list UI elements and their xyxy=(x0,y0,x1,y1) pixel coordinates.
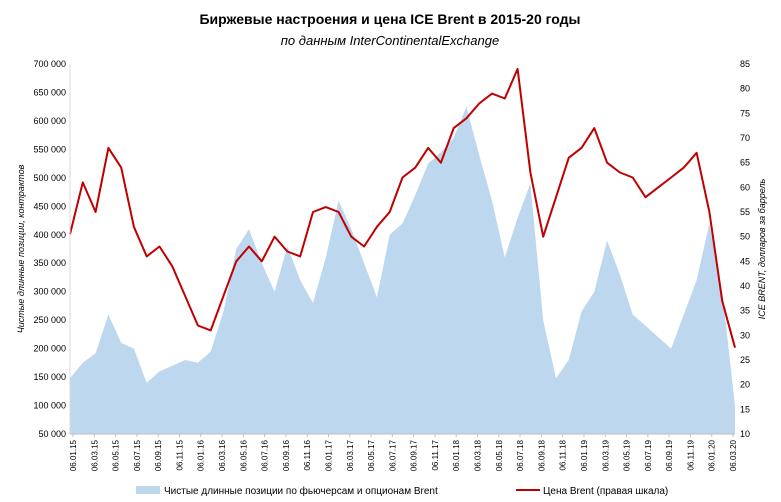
y-axis-left: 700 000 650 000 600 000 550 000 500 000 450 0… xyxy=(33,59,66,439)
x-tick-label: 06.05.16 xyxy=(239,439,248,471)
y-left-tick-label: 200 000 xyxy=(33,344,66,354)
legend-label-line: Цена Brent (правая шкала) xyxy=(543,486,668,497)
net-long-positions-area xyxy=(70,106,735,434)
x-tick-label: 06.01.17 xyxy=(324,439,333,471)
y-right-tick-label: 70 xyxy=(740,133,750,143)
legend-label-area: Чистые длинные позиции по фьючерсам и оп… xyxy=(164,485,438,497)
y-right-tick-label: 55 xyxy=(740,207,750,217)
x-tick-label: 06.03.15 xyxy=(90,439,99,471)
plot-area xyxy=(69,64,736,435)
y-axis-left-title: Чистые длинные позиции, контрактов xyxy=(16,164,26,333)
x-tick-label: 06.07.18 xyxy=(516,439,525,471)
y-left-tick-label: 100 000 xyxy=(33,401,66,411)
y-left-tick-label: 450 000 xyxy=(33,201,66,211)
y-right-tick-label: 25 xyxy=(740,355,750,365)
y-right-tick-label: 80 xyxy=(740,84,750,94)
y-right-tick-label: 75 xyxy=(740,108,750,118)
x-tick-label: 06.09.18 xyxy=(537,439,546,471)
x-tick-label: 06.03.20 xyxy=(729,439,738,471)
x-tick-label: 06.11.18 xyxy=(559,439,568,470)
x-tick-label: 06.11.15 xyxy=(175,439,184,470)
x-tick-label: 06.07.15 xyxy=(133,439,142,471)
y-left-tick-label: 350 000 xyxy=(33,258,66,268)
x-tick-label: 06.07.17 xyxy=(388,439,397,471)
y-left-tick-label: 400 000 xyxy=(33,230,66,240)
x-tick-label: 06.05.17 xyxy=(367,439,376,471)
line-layer xyxy=(69,67,736,348)
y-axis-right: 85 80 75 70 65 60 55 50 45 40 35 30 25 20 15 10 xyxy=(740,59,750,439)
y-right-tick-label: 30 xyxy=(740,330,750,340)
brent-price-line xyxy=(69,67,736,348)
y-right-tick-label: 50 xyxy=(740,232,750,242)
y-left-tick-label: 700 000 xyxy=(33,59,66,69)
x-tick-label: 06.03.19 xyxy=(601,439,610,471)
x-tick-label: 06.11.16 xyxy=(303,439,312,470)
y-left-tick-label: 250 000 xyxy=(33,315,66,325)
x-tick-label: 06.03.16 xyxy=(218,439,227,471)
x-tick-label: 06.09.19 xyxy=(665,439,674,471)
x-tick-label: 06.01.16 xyxy=(197,439,206,471)
x-tick-label: 06.01.20 xyxy=(708,439,717,471)
x-tick-label: 06.07.19 xyxy=(644,439,653,471)
y-left-tick-label: 500 000 xyxy=(33,173,66,183)
y-right-tick-label: 35 xyxy=(740,306,750,316)
y-left-tick-label: 150 000 xyxy=(33,372,66,382)
chart-subtitle: по данным InterContinentalExchange xyxy=(281,33,499,48)
y-right-tick-label: 45 xyxy=(740,256,750,266)
x-tick-label: 06.09.16 xyxy=(282,439,291,471)
x-tick-label: 06.05.18 xyxy=(495,439,504,471)
y-left-tick-label: 600 000 xyxy=(33,116,66,126)
x-tick-label: 06.03.18 xyxy=(474,439,483,471)
y-right-tick-label: 15 xyxy=(740,404,750,414)
x-tick-label: 06.09.17 xyxy=(410,439,419,471)
x-tick-label: 06.05.15 xyxy=(112,439,121,471)
legend: Чистые длинные позиции по фьючерсам и оп… xyxy=(136,485,668,497)
y-right-tick-label: 40 xyxy=(740,281,750,291)
y-left-tick-label: 650 000 xyxy=(33,87,66,97)
x-tick-label: 06.03.17 xyxy=(346,439,355,471)
x-tick-label: 06.09.15 xyxy=(154,439,163,471)
x-tick-label: 06.11.17 xyxy=(431,439,440,470)
chart-title: Биржевые настроения и цена ICE Brent в 2… xyxy=(199,11,580,27)
x-tick-label: 06.01.18 xyxy=(452,439,461,471)
y-right-tick-label: 65 xyxy=(740,158,750,168)
y-left-tick-label: 550 000 xyxy=(33,144,66,154)
x-tick-label: 06.05.19 xyxy=(623,439,632,471)
y-left-tick-label: 50 000 xyxy=(38,429,66,439)
y-axis-right-title: ICE BRENT, долларов за баррель xyxy=(757,178,767,319)
x-tick-label: 06.11.19 xyxy=(686,439,695,470)
x-tick-label: 06.01.19 xyxy=(580,439,589,471)
area-layer xyxy=(70,106,735,434)
x-axis: 06.01.15 06.03.15 06.05.15 06.07.15 06.09.15… xyxy=(69,434,738,471)
x-tick-label: 06.07.16 xyxy=(261,439,270,471)
y-right-tick-label: 85 xyxy=(740,59,750,69)
x-tick-label: 06.01.15 xyxy=(69,439,78,471)
y-right-tick-label: 20 xyxy=(740,380,750,390)
y-right-tick-label: 60 xyxy=(740,182,750,192)
legend-swatch-area xyxy=(136,486,160,494)
y-left-tick-label: 300 000 xyxy=(33,287,66,297)
y-right-tick-label: 10 xyxy=(740,429,750,439)
